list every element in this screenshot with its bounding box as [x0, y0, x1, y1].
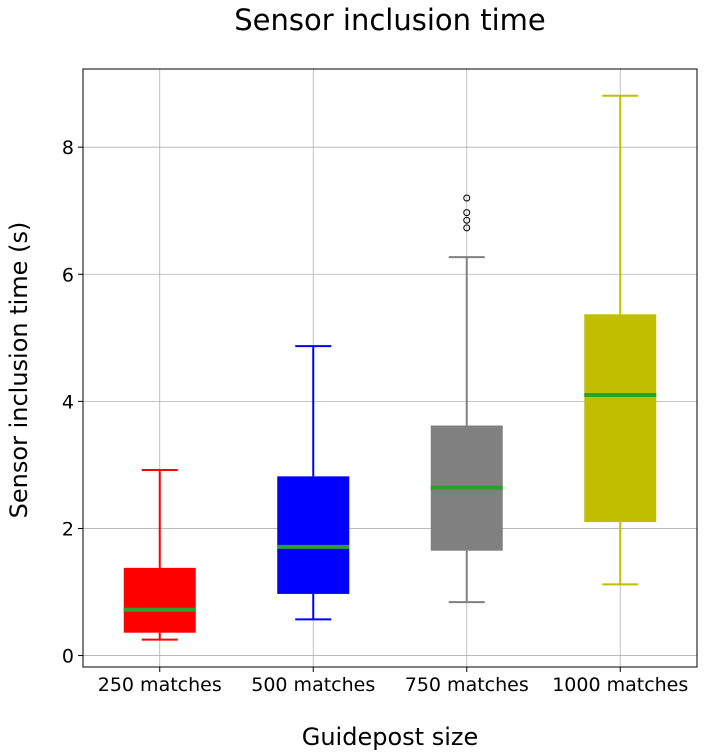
box-2: [277, 345, 350, 621]
outlier-point: [463, 216, 471, 224]
box-4: [584, 94, 657, 586]
axis-ticks: 0 2 4 6 8 250 matches 500 matches 750 matches 10…: [62, 137, 688, 696]
chart-title: Sensor inclusion time: [234, 3, 545, 37]
box-1: [123, 468, 196, 641]
iqr-box: [123, 567, 196, 633]
y-tick-label: 6: [62, 264, 74, 286]
y-tick-label: 0: [62, 646, 74, 668]
outlier-point: [463, 194, 471, 202]
box-3: [430, 194, 503, 604]
y-tick-label: 4: [62, 391, 74, 413]
boxes: [123, 94, 657, 641]
plot-area-frame: [82, 68, 698, 668]
x-tick-label: 500 matches: [251, 674, 375, 696]
outlier-point: [463, 224, 471, 232]
x-axis-label: Guidepost size: [302, 723, 478, 751]
iqr-box: [277, 476, 350, 594]
x-tick-label: 1000 matches: [552, 674, 688, 696]
outlier-point: [463, 209, 471, 217]
iqr-box: [584, 314, 657, 523]
x-tick-label: 250 matches: [98, 674, 222, 696]
y-tick-label: 2: [62, 518, 74, 540]
x-tick-label: 750 matches: [405, 674, 529, 696]
y-axis-label: Sensor inclusion time (s): [5, 222, 33, 519]
y-tick-label: 8: [62, 137, 74, 159]
